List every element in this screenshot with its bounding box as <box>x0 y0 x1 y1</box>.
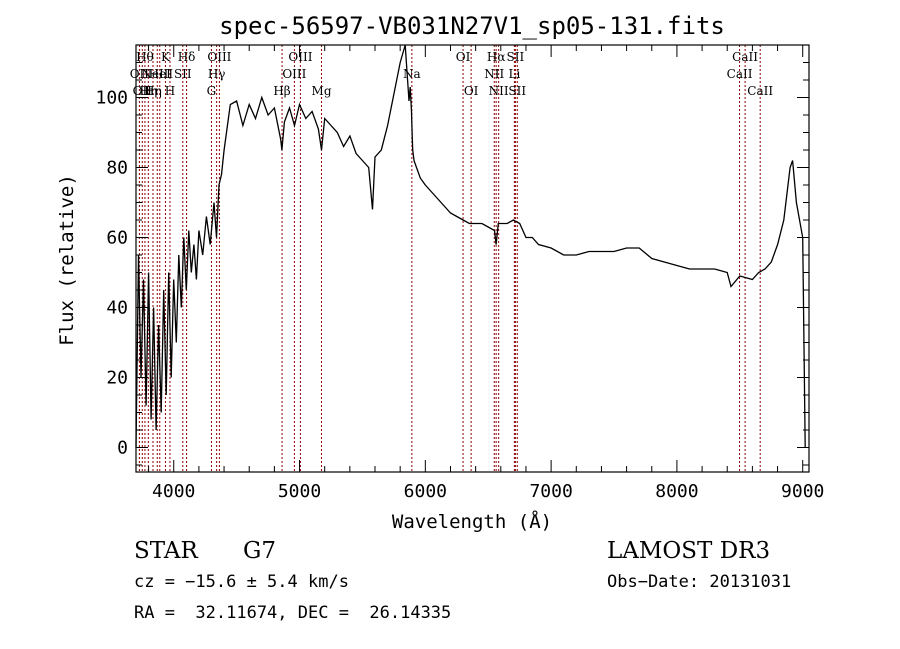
spectral-line-label: Mg <box>312 84 332 98</box>
spectral-line-label: OIII <box>207 50 231 64</box>
spectral-line-label: Hβ <box>273 84 290 98</box>
spectral-line-label: OIII <box>282 67 306 81</box>
survey-label: LAMOST DR3 <box>607 538 771 564</box>
x-tick-label: 5000 <box>278 481 321 502</box>
plot-frame <box>135 44 810 473</box>
spectral-line-markers <box>138 45 761 472</box>
spectral-line-label: H <box>165 84 175 98</box>
spectral-line-label: Hθ <box>136 50 154 64</box>
spectral-line-label: G <box>207 84 217 98</box>
spectral-line-label: SII <box>508 84 526 98</box>
x-tick-label: 9000 <box>781 481 824 502</box>
spectral-line-label: NeIII <box>141 67 173 81</box>
spectral-line-label: SII <box>507 50 525 64</box>
spectral-line-label: SII <box>174 67 192 81</box>
y-tick-label: 20 <box>106 368 128 389</box>
y-tick-label: 40 <box>106 298 128 319</box>
spectral-line-label: OI <box>456 50 471 64</box>
spectral-line-label: CaII <box>732 50 758 64</box>
obs-date-line: Obs−Date: 20131031 <box>607 572 792 592</box>
spectral-line-label: NII <box>484 67 504 81</box>
redshift-line: cz = −15.6 ± 5.4 km/s <box>134 572 349 592</box>
y-tick-label: 80 <box>106 158 128 179</box>
spectral-line-label: K <box>161 50 171 64</box>
object-subclass-label: G7 <box>243 538 277 564</box>
coordinates-line: RA = 32.11674, DEC = 26.14335 <box>134 603 452 623</box>
x-tick-label: 7000 <box>529 481 572 502</box>
x-tick-label: 8000 <box>655 481 698 502</box>
x-axis-label: Wavelength (Å) <box>392 510 552 533</box>
spectral-line-label: OII <box>133 84 153 98</box>
spectral-line-label: CaII <box>727 67 753 81</box>
spectral-line-label: NII <box>489 84 509 98</box>
y-tick-label: 60 <box>106 228 128 249</box>
x-tick-label: 4000 <box>152 481 195 502</box>
y-tick-label: 100 <box>95 88 128 109</box>
chart-title: spec-56597-VB031N27V1_sp05-131.fits <box>219 12 725 40</box>
spectral-line-label: CaII <box>747 84 773 98</box>
y-axis-label: Flux (relative) <box>56 174 78 346</box>
spectral-line-label: Hγ <box>208 67 226 81</box>
spectral-line-label: Hδ <box>178 50 196 64</box>
x-tick-label: 6000 <box>404 481 447 502</box>
spectral-line-label: HeI <box>149 67 172 81</box>
object-class-label: STAR <box>134 538 198 564</box>
x-axis-ticks: 4000 5000 6000 7000 8000 9000 <box>148 45 824 502</box>
y-axis-ticks: 0 20 40 60 80 100 <box>95 62 809 466</box>
spectral-line-label: Na <box>403 67 421 81</box>
spectral-line-label: Hη <box>139 84 157 98</box>
spectral-line-label: OIII <box>288 50 312 64</box>
spectral-line-label: Li <box>508 67 520 81</box>
spectral-line-label: OI <box>464 84 479 98</box>
spectral-line-label: OII <box>130 67 150 81</box>
spectral-line-label: Hη <box>144 84 162 98</box>
spectrum-series-line <box>135 44 806 448</box>
y-tick-label: 0 <box>117 438 128 459</box>
spectral-line-label: Hα <box>487 50 506 64</box>
